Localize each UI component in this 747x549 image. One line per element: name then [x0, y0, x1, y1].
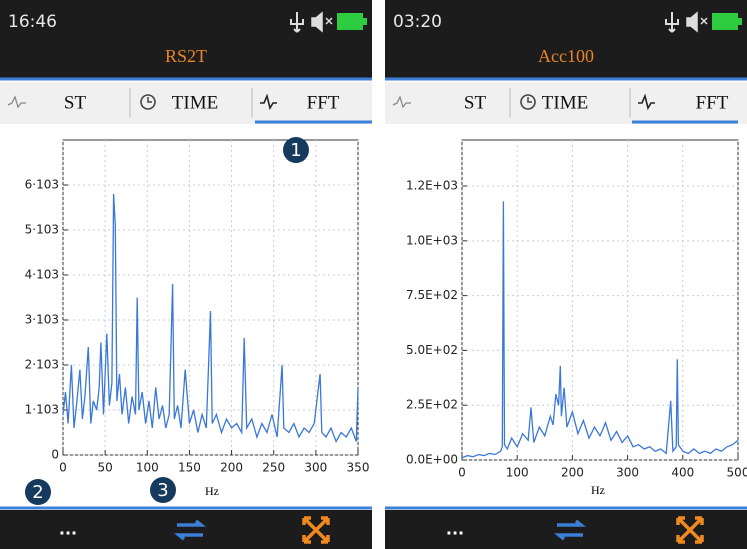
menu-button[interactable]: ... [446, 520, 464, 539]
usb-icon [665, 12, 679, 33]
x-tick-label: 0 [59, 461, 67, 475]
x-tick-label: 400 [671, 466, 694, 480]
x-tick-label: 0 [458, 466, 466, 480]
spectrum-line [461, 201, 739, 459]
mute-icon [311, 11, 333, 33]
swap-button[interactable] [174, 519, 206, 541]
tab-label[interactable]: TIME [172, 92, 218, 113]
clock-hands [147, 97, 152, 103]
y-tick-label: 0 [51, 448, 59, 462]
tab-bar [385, 82, 747, 124]
y-tick-label: 2.5E+02 [406, 398, 458, 412]
battery-tip [363, 18, 367, 25]
device-screen: 03:20 Acc100 ST TIME FFT... [385, 0, 747, 549]
spectrum-line [62, 193, 359, 444]
chart: 0 1·103 2·103 3·103 4·103 5·103 6·103 0 50 100 150… [25, 139, 370, 498]
x-tick-label: 350 [347, 461, 370, 475]
x-tick-label: 200 [561, 466, 584, 480]
tab-label[interactable]: FFT [307, 92, 340, 113]
badge [283, 137, 309, 163]
y-tick-label: 7.5E+02 [406, 288, 458, 302]
fft-icon [638, 93, 655, 111]
battery-tip [738, 18, 742, 25]
y-tick-label: 2·103 [25, 358, 59, 372]
usb-icon [290, 12, 304, 33]
x-tick-label: 100 [506, 466, 529, 480]
device-screen: 16:46 RS2T ST TIME FFT... [0, 0, 372, 549]
st-icon [7, 95, 26, 109]
title-bar [0, 0, 372, 78]
mute-icon [686, 11, 708, 33]
battery-icon [712, 13, 738, 30]
st-icon [392, 95, 411, 109]
x-tick-label: 300 [304, 461, 327, 475]
tab-label[interactable]: TIME [542, 92, 588, 113]
menu-button[interactable]: ... [59, 520, 77, 539]
screen-title: Acc100 [538, 46, 594, 66]
plot-area [461, 139, 739, 461]
fft-icon [260, 93, 277, 111]
badge-label: 2 [32, 482, 43, 503]
x-tick-label: 50 [98, 461, 113, 475]
y-tick-label: 1.0E+03 [406, 233, 458, 247]
badge-label: 3 [157, 480, 168, 501]
y-tick-label: 1·103 [25, 403, 59, 417]
tab-label[interactable]: ST [464, 92, 487, 113]
badge-label: 1 [290, 140, 301, 161]
battery-icon [337, 13, 363, 30]
screen-title: RS2T [165, 46, 207, 66]
y-tick-label: 5·103 [25, 223, 59, 237]
expand-button[interactable] [676, 516, 704, 544]
clock-hands [527, 97, 532, 103]
chart: 0.0E+00 2.5E+02 5.0E+02 7.5E+02 1.0E+03 1.2E+… [406, 139, 747, 497]
swap-button[interactable] [554, 519, 586, 541]
y-tick-label: 6·103 [25, 178, 59, 192]
x-tick-label: 500 [727, 466, 747, 480]
tab-label[interactable]: FFT [696, 92, 729, 113]
tab-label[interactable]: ST [64, 92, 87, 113]
y-tick-label: 4·103 [25, 268, 59, 282]
y-tick-label: 0.0E+00 [406, 453, 458, 467]
x-axis-label: Hz [591, 483, 605, 497]
x-tick-label: 300 [616, 466, 639, 480]
clock-icon [520, 94, 536, 110]
status-time: 16:46 [8, 12, 57, 32]
y-tick-label: 5.0E+02 [406, 343, 458, 357]
clock-icon [140, 94, 156, 110]
x-axis-label: Hz [205, 484, 219, 498]
plot-area [62, 139, 359, 456]
badge [150, 477, 176, 503]
status-time: 03:20 [393, 12, 442, 32]
x-tick-label: 100 [136, 461, 159, 475]
expand-button[interactable] [302, 516, 330, 544]
title-bar [385, 0, 747, 78]
x-tick-label: 250 [262, 461, 285, 475]
tab-bar [0, 82, 372, 124]
y-tick-label: 1.2E+03 [406, 179, 458, 193]
x-tick-label: 200 [220, 461, 243, 475]
bottom-bar [385, 510, 747, 549]
badge [25, 479, 51, 505]
y-tick-label: 3·103 [25, 313, 59, 327]
x-tick-label: 150 [178, 461, 201, 475]
